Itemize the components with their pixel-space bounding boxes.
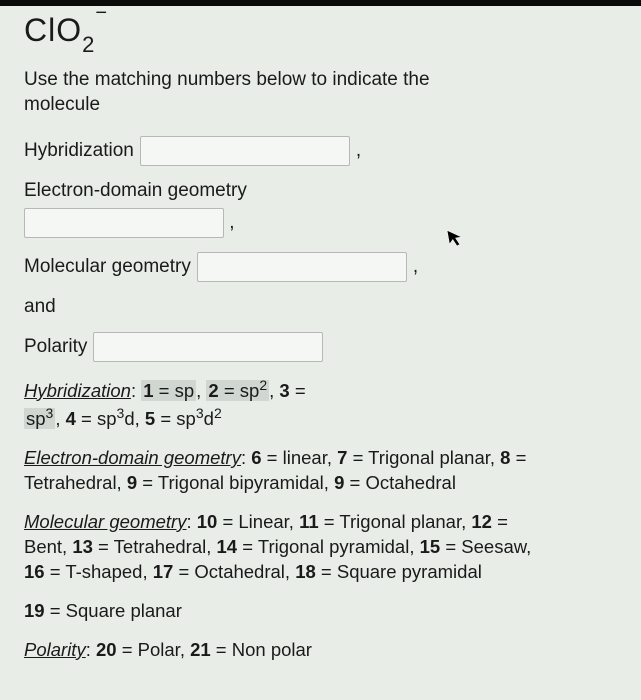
comma: , — [229, 212, 234, 233]
edg-key-title: Electron-domain geometry — [24, 447, 241, 468]
edg-input[interactable] — [24, 208, 224, 238]
square-planar-key: 19 = Square planar — [24, 599, 554, 624]
molgeom-row: Molecular geometry , — [24, 252, 617, 282]
and-label: and — [24, 296, 617, 318]
polarity-key: Polarity: 20 = Polar, 21 = Non polar — [24, 638, 554, 663]
hyb-key-title: Hybridization — [24, 380, 131, 401]
formula-subscript: 2 — [82, 32, 95, 57]
comma: , — [413, 256, 418, 278]
comma: , — [356, 140, 361, 162]
molecule-formula: ClO2− — [24, 12, 617, 54]
mol-key-title: Molecular geometry — [24, 511, 186, 532]
polarity-label: Polarity — [24, 336, 87, 358]
pol-key-title: Polarity — [24, 639, 86, 660]
polarity-input[interactable] — [93, 332, 323, 362]
formula-superscript: − — [95, 2, 108, 24]
hybridization-label: Hybridization — [24, 140, 134, 162]
question-content: ClO2− Use the matching numbers below to … — [0, 6, 641, 663]
hybridization-input[interactable] — [140, 136, 350, 166]
edg-label: Electron-domain geometry — [24, 180, 617, 202]
hybridization-key: Hybridization: 1 = sp, 2 = sp2, 3 = sp3,… — [24, 376, 554, 432]
formula-base: ClO — [24, 12, 82, 48]
polarity-row: Polarity — [24, 332, 617, 362]
molgeom-label: Molecular geometry — [24, 256, 191, 278]
edg-row: Electron-domain geometry , — [24, 180, 617, 238]
hybridization-row: Hybridization , — [24, 136, 617, 166]
molgeom-input[interactable] — [197, 252, 407, 282]
edg-key: Electron-domain geometry: 6 = linear, 7 … — [24, 446, 554, 496]
instruction-text: Use the matching numbers below to indica… — [24, 68, 484, 117]
molgeom-key: Molecular geometry: 10 = Linear, 11 = Tr… — [24, 510, 554, 585]
